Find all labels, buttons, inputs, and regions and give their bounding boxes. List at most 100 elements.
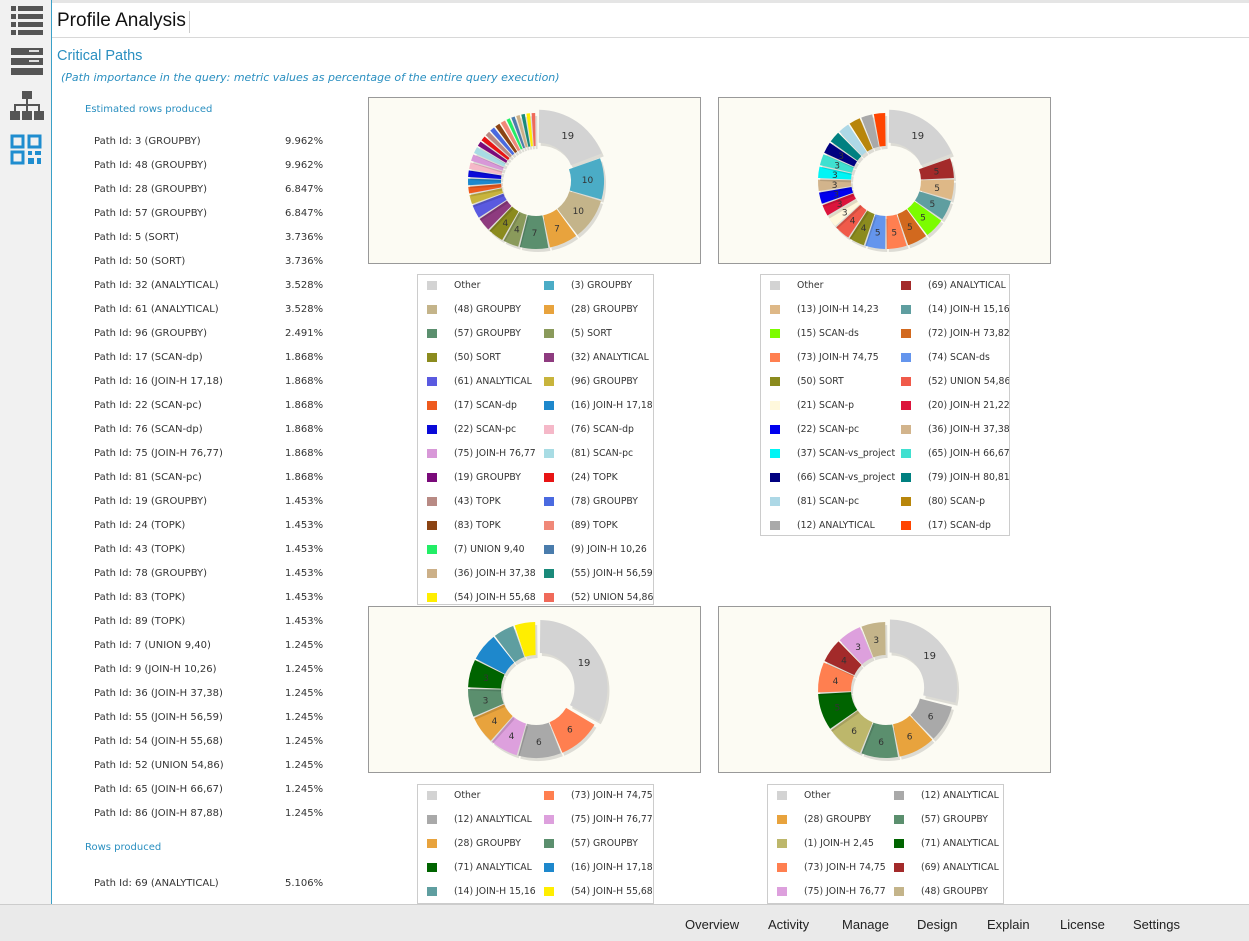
- nav-design[interactable]: Design: [917, 917, 957, 932]
- path-row: Path Id: 3 (GROUPBY) 9.962%: [94, 136, 334, 150]
- legend-swatch: [894, 863, 904, 872]
- path-percent: 6.847%: [285, 208, 323, 219]
- path-row: Path Id: 69 (ANALYTICAL) 5.106%: [94, 878, 334, 892]
- legend-label: (12) ANALYTICAL: [454, 814, 532, 825]
- page-title: Profile Analysis: [57, 10, 186, 32]
- donut-slice-label: 4: [833, 677, 839, 687]
- legend-label: (1) JOIN-H 2,45: [804, 838, 874, 849]
- legend-label: Other: [454, 280, 480, 291]
- donut-slice-label: 5: [934, 168, 940, 178]
- donut-slice-label: 3: [483, 696, 489, 706]
- legend-label: (81) SCAN-pc: [571, 448, 633, 459]
- legend-label: (71) ANALYTICAL: [454, 862, 532, 873]
- legend-label: Other: [804, 790, 830, 801]
- legend-swatch: [901, 473, 911, 482]
- legend-swatch: [427, 545, 437, 554]
- legend-swatch: [427, 887, 437, 896]
- path-percent: 1.245%: [285, 712, 323, 723]
- nav-settings[interactable]: Settings: [1133, 917, 1180, 932]
- legend-label: (16) JOIN-H 17,18: [571, 400, 653, 411]
- donut-slice[interactable]: [540, 620, 608, 721]
- hierarchy-icon[interactable]: [9, 90, 45, 122]
- path-label: Path Id: 57 (GROUPBY): [94, 208, 207, 219]
- donut-slice-label: 4: [861, 224, 867, 234]
- legend-label: (78) GROUPBY: [571, 496, 638, 507]
- donut-slice-label: 4: [514, 225, 520, 235]
- legend-swatch: [544, 281, 554, 290]
- legend-swatch: [770, 425, 780, 434]
- legend-label: (22) SCAN-pc: [454, 424, 516, 435]
- legend-label: (61) ANALYTICAL: [454, 376, 532, 387]
- legend-swatch: [427, 329, 437, 338]
- nav-manage[interactable]: Manage: [842, 917, 889, 932]
- chart-3-box: 19 6 6 4 4 3 3: [368, 606, 701, 773]
- donut-slice-label: 6: [567, 725, 573, 735]
- list-icon[interactable]: [9, 4, 45, 36]
- legend-label: (17) SCAN-dp: [928, 520, 991, 531]
- legend-label: Other: [797, 280, 823, 291]
- legend-swatch: [770, 401, 780, 410]
- donut-slice-label: 6: [878, 738, 884, 748]
- group-label-estimated-rows: Estimated rows produced: [85, 104, 212, 115]
- legend-swatch: [901, 305, 911, 314]
- path-percent: 1.245%: [285, 688, 323, 699]
- path-row: Path Id: 19 (GROUPBY) 1.453%: [94, 496, 334, 510]
- legend-label: (43) TOPK: [454, 496, 501, 507]
- path-label: Path Id: 55 (JOIN-H 56,59): [94, 712, 223, 723]
- legend-swatch: [427, 401, 437, 410]
- legend-label: (21) SCAN-p: [797, 400, 854, 411]
- path-label: Path Id: 3 (GROUPBY): [94, 136, 201, 147]
- page-header: Profile Analysis: [52, 3, 1249, 38]
- path-percent: 9.962%: [285, 136, 323, 147]
- legend-label: (19) GROUPBY: [454, 472, 521, 483]
- legend-swatch: [544, 791, 554, 800]
- legend-swatch: [427, 815, 437, 824]
- legend-label: Other: [454, 790, 480, 801]
- nav-explain[interactable]: Explain: [987, 917, 1030, 932]
- path-label: Path Id: 65 (JOIN-H 66,67): [94, 784, 223, 795]
- legend-label: (52) UNION 54,86: [928, 376, 1010, 387]
- legend-swatch: [544, 329, 554, 338]
- legend-label: (89) TOPK: [571, 520, 618, 531]
- path-percent: 1.245%: [285, 784, 323, 795]
- donut-slice-label: 4: [492, 717, 498, 727]
- legend-label: (54) JOIN-H 55,68: [454, 592, 536, 603]
- legend-label: (71) ANALYTICAL: [921, 838, 999, 849]
- legend-label: (75) JOIN-H 76,77: [454, 448, 536, 459]
- legend-swatch: [770, 449, 780, 458]
- donut-slice-label: 4: [841, 657, 847, 667]
- qr-code-icon[interactable]: [9, 134, 45, 166]
- donut-slice-label: 4: [850, 217, 856, 227]
- legend-swatch: [544, 353, 554, 362]
- path-label: Path Id: 61 (ANALYTICAL): [94, 304, 219, 315]
- legend-swatch: [427, 569, 437, 578]
- donut-slice-label: 19: [911, 131, 924, 142]
- path-percent: 3.528%: [285, 304, 323, 315]
- path-label: Path Id: 48 (GROUPBY): [94, 160, 207, 171]
- path-label: Path Id: 96 (GROUPBY): [94, 328, 207, 339]
- path-percent: 3.528%: [285, 280, 323, 291]
- legend-swatch: [901, 521, 911, 530]
- donut-slice-label: 5: [875, 228, 881, 238]
- server-icon[interactable]: [9, 46, 45, 78]
- nav-activity[interactable]: Activity: [768, 917, 809, 932]
- legend-swatch: [544, 425, 554, 434]
- legend-swatch: [901, 425, 911, 434]
- legend-swatch: [901, 377, 911, 386]
- path-percent: 1.245%: [285, 808, 323, 819]
- legend-swatch: [544, 545, 554, 554]
- legend-swatch: [427, 863, 437, 872]
- path-percent: 1.868%: [285, 352, 323, 363]
- donut-slice-label: 3: [838, 152, 844, 162]
- legend-label: (75) JOIN-H 76,77: [804, 886, 886, 897]
- legend-swatch: [544, 887, 554, 896]
- nav-license[interactable]: License: [1060, 917, 1105, 932]
- nav-overview[interactable]: Overview: [685, 917, 739, 932]
- legend-swatch: [777, 863, 787, 872]
- legend-swatch: [770, 521, 780, 530]
- title-divider: [189, 11, 190, 33]
- path-percent: 1.453%: [285, 496, 323, 507]
- legend-label: (37) SCAN-vs_project: [797, 448, 895, 459]
- path-row: Path Id: 22 (SCAN-pc) 1.868%: [94, 400, 334, 414]
- path-label: Path Id: 83 (TOPK): [94, 592, 185, 603]
